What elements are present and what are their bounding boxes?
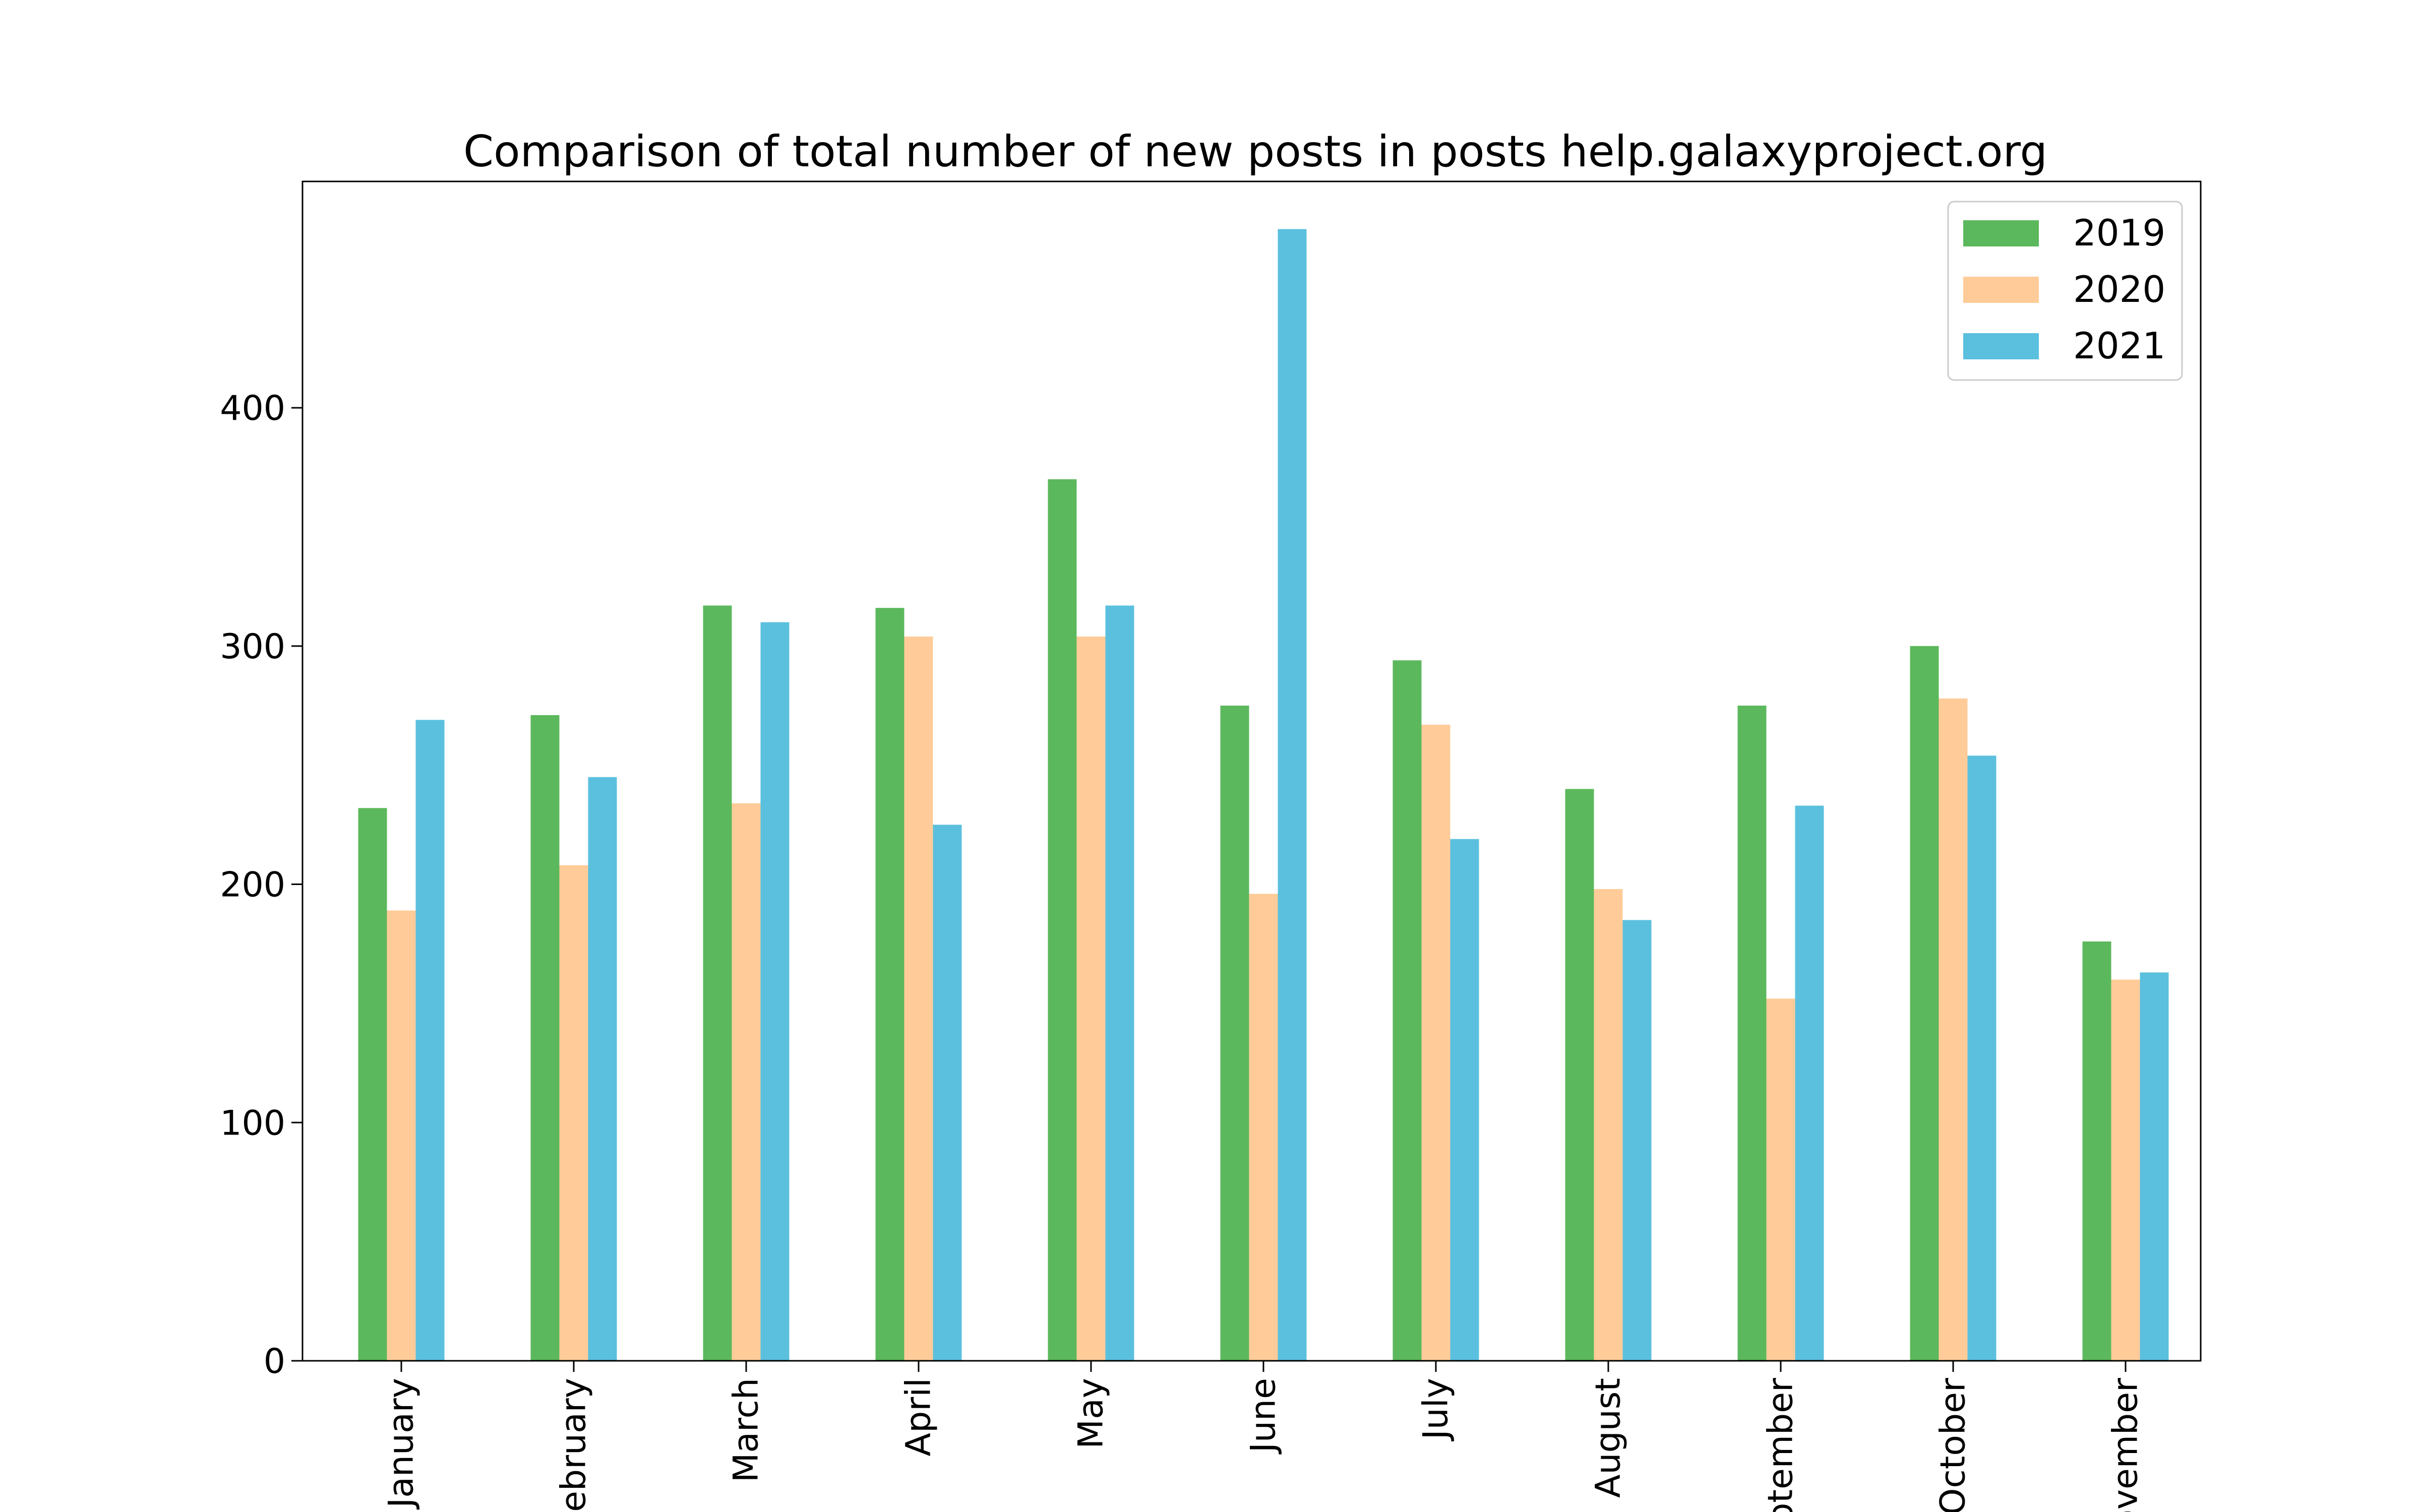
- plot-frame: [301, 180, 2202, 1362]
- bar-2019-august: [1565, 789, 1594, 1361]
- legend-label-2020: 2020: [2073, 268, 2165, 310]
- bar-2019-july: [1393, 660, 1422, 1361]
- legend-swatch-2019: [1963, 220, 2039, 246]
- bar-2020-may: [1076, 636, 1106, 1361]
- bar-2019-april: [875, 608, 904, 1361]
- x-tick-label-may: May: [1071, 1378, 1111, 1449]
- bar-2020-january: [387, 910, 416, 1361]
- bar-2021-june: [1278, 229, 1307, 1361]
- x-tick-label-september: September: [1761, 1378, 1801, 1512]
- legend-swatch-2020: [1963, 277, 2039, 303]
- bar-2021-july: [1450, 839, 1479, 1361]
- x-tick-label-august: August: [1589, 1378, 1628, 1498]
- legend-label-2021: 2021: [2073, 325, 2165, 367]
- y-tick-label-0: 0: [264, 1342, 285, 1381]
- bar-2019-june: [1220, 706, 1249, 1361]
- bar-2019-september: [1737, 706, 1767, 1361]
- x-tick-label-july: July: [1416, 1378, 1456, 1441]
- x-tick-label-november: November: [2106, 1378, 2146, 1512]
- legend-swatch-2021: [1963, 333, 2039, 359]
- bar-2021-september: [1795, 805, 1824, 1361]
- bars-group: [358, 229, 2169, 1361]
- bar-2020-july: [1421, 724, 1450, 1361]
- bar-2019-january: [358, 808, 387, 1361]
- bar-2021-february: [588, 777, 617, 1361]
- bar-2019-november: [2082, 941, 2111, 1361]
- x-tick-label-february: February: [554, 1378, 594, 1512]
- bar-2020-february: [559, 865, 588, 1361]
- x-tick-label-january: January: [382, 1378, 421, 1510]
- bar-2020-june: [1249, 894, 1278, 1361]
- x-tick-label-march: March: [727, 1378, 766, 1482]
- legend-label-2019: 2019: [2073, 212, 2165, 254]
- bar-2020-september: [1766, 998, 1795, 1361]
- y-tick-label-200: 200: [220, 865, 285, 905]
- bar-2019-february: [530, 715, 560, 1361]
- y-tick-label-300: 300: [220, 627, 285, 667]
- bar-2021-january: [415, 720, 445, 1361]
- bar-2020-october: [1939, 698, 1968, 1361]
- y-axis: 0 100 200 300 400: [220, 389, 302, 1381]
- bar-2020-november: [2111, 979, 2140, 1361]
- bar-2019-may: [1048, 479, 1077, 1361]
- x-tick-label-april: April: [899, 1378, 939, 1456]
- bar-2021-march: [760, 622, 790, 1361]
- y-tick-label-100: 100: [220, 1103, 285, 1143]
- chart-title: Comparison of total number of new posts …: [463, 127, 2047, 177]
- x-axis: January February March April May June July Augu…: [382, 1361, 2146, 1512]
- x-tick-label-october: October: [1933, 1378, 1973, 1512]
- bar-2021-october: [1967, 755, 1996, 1361]
- bar-2021-may: [1105, 605, 1134, 1361]
- bar-2021-november: [2140, 972, 2169, 1361]
- bar-2020-march: [732, 803, 761, 1361]
- bar-2021-april: [933, 825, 962, 1361]
- legend: 2019 2020 2021: [1947, 201, 2183, 381]
- bar-2019-march: [703, 605, 732, 1361]
- bar-2021-august: [1622, 920, 1652, 1361]
- y-tick-label-400: 400: [220, 389, 285, 428]
- x-tick-label-june: June: [1244, 1378, 1284, 1455]
- bar-2020-august: [1594, 889, 1623, 1361]
- bar-2019-october: [1910, 646, 1939, 1361]
- bar-2020-april: [904, 636, 933, 1361]
